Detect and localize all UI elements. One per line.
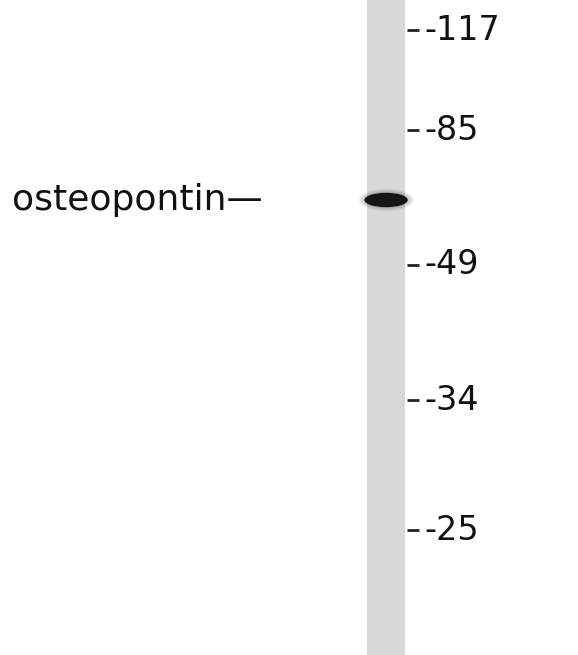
- Ellipse shape: [365, 193, 408, 207]
- Text: -117: -117: [425, 14, 501, 47]
- Text: -85: -85: [425, 113, 479, 147]
- Text: -34: -34: [425, 383, 479, 417]
- Bar: [367, 0, 405, 655]
- Ellipse shape: [361, 191, 411, 209]
- Ellipse shape: [358, 189, 414, 211]
- Ellipse shape: [360, 190, 412, 210]
- Text: -49: -49: [425, 248, 479, 282]
- Text: osteopontin—: osteopontin—: [12, 183, 262, 217]
- Text: -25: -25: [425, 514, 480, 546]
- Ellipse shape: [363, 192, 409, 208]
